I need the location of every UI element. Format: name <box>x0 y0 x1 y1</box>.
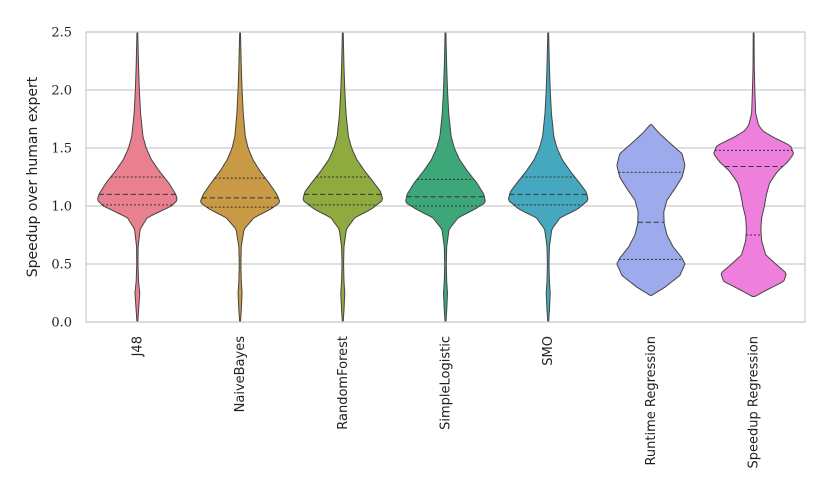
violin-j48 <box>97 31 178 323</box>
violin-body <box>302 31 384 323</box>
plot-frame <box>85 31 806 323</box>
y-tick-label: 1.5 <box>51 142 72 157</box>
y-tick-label: 0.5 <box>51 258 72 273</box>
y-axis-label: Speedup over human expert <box>25 76 41 277</box>
violin-body <box>616 124 686 296</box>
x-tick-label: J48 <box>130 336 145 357</box>
x-tick-label: SimpleLogistic <box>439 336 454 430</box>
violin-randomforest <box>302 31 384 323</box>
violin-simplelogistic <box>405 31 486 323</box>
violin-speedup-regression <box>713 31 795 297</box>
violin-body <box>200 31 281 323</box>
violin-body <box>97 31 178 323</box>
x-tick-label: NaiveBayes <box>233 336 248 413</box>
x-tick-label: RandomForest <box>336 336 351 430</box>
y-tick-label: 2.5 <box>51 26 72 41</box>
violin-runtime-regression <box>616 124 686 296</box>
y-axis-ticks: 0.0 0.5 1.0 1.5 2.0 2.5 <box>51 26 72 331</box>
x-tick-label: Speedup Regression <box>747 336 762 468</box>
violin-naivebayes <box>200 31 281 323</box>
x-tick-label: Runtime Regression <box>644 336 659 466</box>
violin-body <box>713 31 795 297</box>
y-tick-label: 2.0 <box>51 84 72 99</box>
x-axis-ticks: J48 NaiveBayes RandomForest SimpleLogistic S… <box>130 336 761 469</box>
y-tick-label: 0.0 <box>51 316 72 331</box>
violin-body <box>405 31 486 323</box>
violin-body <box>507 31 589 323</box>
violin-smo <box>507 31 589 323</box>
x-tick-label: SMO <box>541 336 556 366</box>
y-tick-label: 1.0 <box>51 200 72 215</box>
violins <box>97 31 795 323</box>
